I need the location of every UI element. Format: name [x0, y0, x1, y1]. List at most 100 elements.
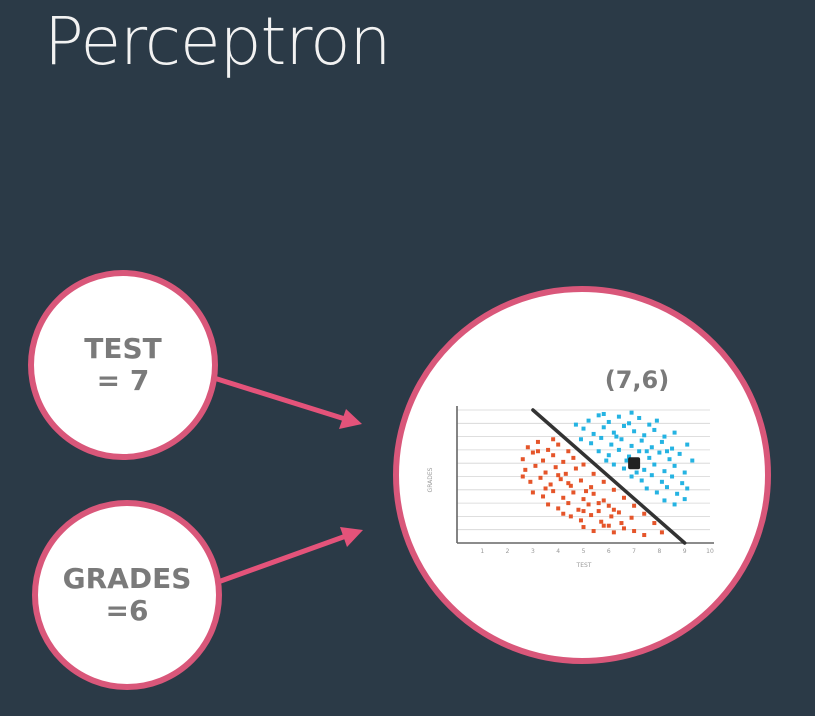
data-point	[596, 413, 601, 418]
data-point	[632, 503, 637, 508]
data-point	[619, 521, 624, 526]
data-point	[530, 490, 535, 495]
data-point	[667, 457, 672, 462]
data-point	[621, 526, 626, 531]
data-point	[553, 465, 558, 470]
arrow-test-to-output	[211, 375, 348, 422]
data-point	[632, 429, 637, 434]
data-point	[528, 479, 533, 484]
data-point	[680, 481, 685, 486]
data-point	[685, 442, 690, 447]
input-name-test: TEST	[84, 331, 162, 365]
data-point	[632, 529, 637, 534]
data-point	[629, 443, 634, 448]
decision-boundary-layer	[531, 408, 687, 545]
data-point	[566, 501, 571, 506]
data-point	[520, 474, 525, 479]
data-point	[672, 463, 677, 468]
data-point	[637, 449, 642, 454]
data-point	[571, 490, 576, 495]
data-point	[670, 446, 675, 451]
data-point	[639, 478, 644, 483]
data-point	[563, 471, 568, 476]
arrowhead-grades	[340, 527, 363, 547]
data-point	[581, 426, 586, 431]
page-title: Perceptron	[44, 3, 391, 80]
axes	[456, 406, 714, 544]
data-point	[589, 441, 594, 446]
data-point	[578, 437, 583, 442]
arrowhead-test	[339, 409, 362, 429]
x-tick-label: 1	[480, 548, 484, 555]
data-point	[659, 530, 664, 535]
input-node-test: TEST = 7	[28, 270, 218, 460]
data-point	[624, 458, 629, 463]
data-point	[662, 469, 667, 474]
data-point	[627, 454, 632, 459]
data-point	[662, 434, 667, 439]
data-point	[535, 449, 540, 454]
data-point	[609, 514, 614, 519]
data-point	[543, 486, 548, 491]
data-point	[556, 442, 561, 447]
data-point	[596, 449, 601, 454]
arrow-grades-to-output	[215, 533, 349, 585]
data-point	[621, 495, 626, 500]
data-point	[548, 482, 553, 487]
data-point	[523, 467, 528, 472]
data-point	[561, 511, 566, 516]
tick-labels: 1 2 3 4 5 6 7 8 9 10	[480, 548, 714, 555]
data-point	[581, 497, 586, 502]
data-point	[541, 458, 546, 463]
x-tick-label: 10	[706, 548, 714, 555]
data-point	[644, 486, 649, 491]
data-point	[551, 437, 556, 442]
x-axis-label: TEST	[576, 562, 592, 569]
highlight-point	[628, 457, 641, 470]
data-point	[629, 410, 634, 415]
data-point	[589, 485, 594, 490]
data-point	[611, 530, 616, 535]
highlight-layer	[628, 457, 641, 470]
data-point	[619, 437, 624, 442]
data-point	[606, 523, 611, 528]
data-point	[601, 479, 606, 484]
data-point	[657, 450, 662, 455]
decision-boundary	[531, 408, 687, 545]
data-point	[652, 427, 657, 432]
x-tick-label: 9	[683, 548, 687, 555]
data-point	[591, 529, 596, 534]
point-label: (7,6)	[605, 366, 669, 394]
data-point	[533, 463, 538, 468]
data-point	[589, 513, 594, 518]
data-point	[652, 521, 657, 526]
output-node	[393, 286, 771, 664]
y-axis-label: GRADES	[427, 467, 434, 492]
data-point	[591, 471, 596, 476]
data-point	[621, 423, 626, 428]
data-point	[611, 430, 616, 435]
data-point	[591, 491, 596, 496]
data-point	[566, 449, 571, 454]
data-point	[647, 422, 652, 427]
x-tick-label: 8	[657, 548, 661, 555]
data-point	[664, 485, 669, 490]
data-point	[546, 502, 551, 507]
data-point	[520, 457, 525, 462]
data-points	[520, 410, 695, 538]
input-value-test: = 7	[96, 364, 150, 397]
data-point	[685, 486, 690, 491]
data-point	[571, 455, 576, 460]
data-point	[561, 459, 566, 464]
data-point	[556, 473, 561, 478]
data-point	[601, 425, 606, 430]
x-tick-label: 3	[531, 548, 535, 555]
data-point	[642, 533, 647, 538]
data-point	[642, 511, 647, 516]
data-point	[561, 495, 566, 500]
data-point	[576, 507, 581, 512]
data-point	[670, 474, 675, 479]
data-point	[611, 462, 616, 467]
x-tick-label: 2	[506, 548, 510, 555]
